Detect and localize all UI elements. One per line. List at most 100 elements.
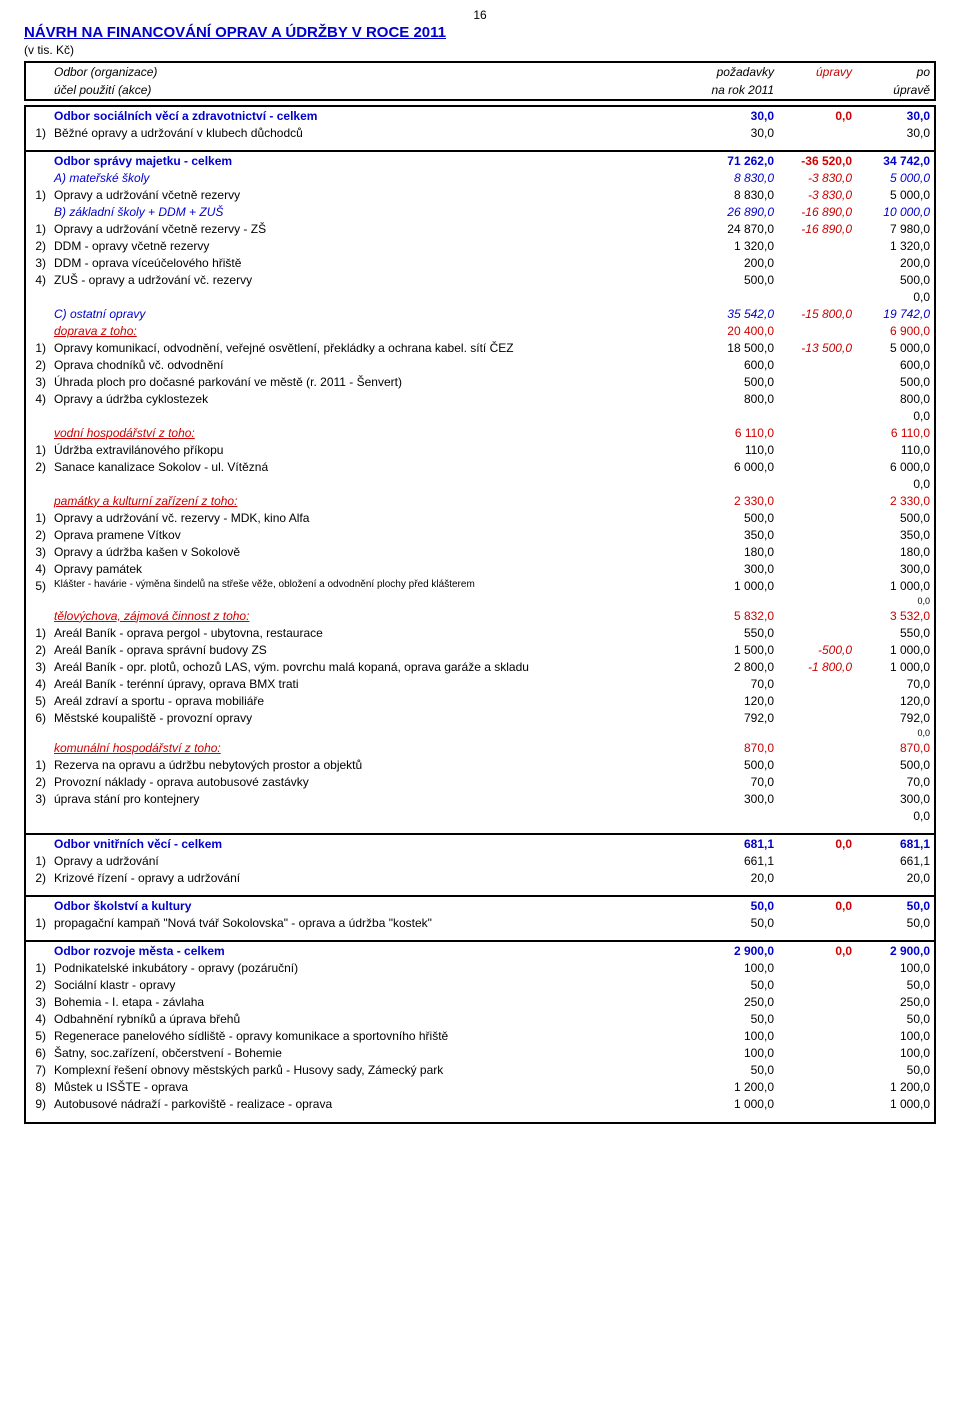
row-desc: Odbahnění rybníků a úprava břehů <box>50 1010 700 1027</box>
row-num: 2) <box>26 641 50 658</box>
row-num: 7) <box>26 1061 50 1078</box>
row-v3: 50,0 <box>856 1010 934 1027</box>
hdr-left2: účel použití (akce) <box>50 81 700 99</box>
body-box: Odbor sociálních věcí a zdravotnictví - … <box>24 105 936 1124</box>
trailing-zero: 0,0 <box>856 475 934 492</box>
row-v3: 5 000,0 <box>856 339 934 356</box>
row-v2 <box>778 441 856 458</box>
row-desc: Úhrada ploch pro dočasné parkování ve mě… <box>50 373 700 390</box>
row-v2 <box>778 124 856 141</box>
row-num: 1) <box>26 124 50 141</box>
row-v2 <box>778 914 856 931</box>
group-v3: 19 742,0 <box>856 305 934 322</box>
row-num: 1) <box>26 756 50 773</box>
trailing-zero: 0,0 <box>856 407 934 424</box>
row-v1: 800,0 <box>700 390 778 407</box>
row-v3: 1 200,0 <box>856 1078 934 1095</box>
group-v2: -16 890,0 <box>778 203 856 220</box>
trailing-zero: 0,0 <box>856 594 934 607</box>
row-v3: 300,0 <box>856 560 934 577</box>
sub-v3: 6 900,0 <box>856 322 934 339</box>
row-v2: -1 800,0 <box>778 658 856 675</box>
hdr-c1b: na rok 2011 <box>700 81 778 99</box>
row-num: 2) <box>26 237 50 254</box>
row-v1: 100,0 <box>700 1027 778 1044</box>
sub-label: vodní hospodářství z toho: <box>50 424 700 441</box>
group-v1: 35 542,0 <box>700 305 778 322</box>
row-v3: 500,0 <box>856 509 934 526</box>
trailing-zero: 0,0 <box>856 807 934 824</box>
row-desc: Můstek u ISŠTE - oprava <box>50 1078 700 1095</box>
row-desc: Opravy a udržování včetně rezervy <box>50 186 700 203</box>
row-num: 2) <box>26 458 50 475</box>
section-v3: 34 742,0 <box>856 151 934 169</box>
sub-v2 <box>778 322 856 339</box>
row-v2 <box>778 852 856 869</box>
row-v1: 550,0 <box>700 624 778 641</box>
row-desc: Areál Baník - oprava pergol - ubytovna, … <box>50 624 700 641</box>
row-num: 5) <box>26 577 50 594</box>
row-v3: 300,0 <box>856 790 934 807</box>
group-v2: -3 830,0 <box>778 169 856 186</box>
sub-v1: 870,0 <box>700 739 778 756</box>
row-v1: 500,0 <box>700 373 778 390</box>
row-num: 3) <box>26 658 50 675</box>
row-v1: 30,0 <box>700 124 778 141</box>
row-v2 <box>778 976 856 993</box>
row-v1: 500,0 <box>700 271 778 288</box>
row-v2 <box>778 271 856 288</box>
sub-v2 <box>778 739 856 756</box>
row-v3: 200,0 <box>856 254 934 271</box>
row-num: 2) <box>26 773 50 790</box>
section-v1: 30,0 <box>700 107 778 124</box>
row-v1: 50,0 <box>700 1061 778 1078</box>
row-num: 1) <box>26 852 50 869</box>
row-desc: Areál Baník - oprava správní budovy ZS <box>50 641 700 658</box>
section-v1: 50,0 <box>700 896 778 914</box>
row-v2 <box>778 543 856 560</box>
row-num: 2) <box>26 526 50 543</box>
row-v3: 500,0 <box>856 271 934 288</box>
sub-v3: 6 110,0 <box>856 424 934 441</box>
row-v2 <box>778 458 856 475</box>
row-desc: Opravy památek <box>50 560 700 577</box>
row-desc: Klášter - havárie - výměna šindelů na st… <box>50 577 700 594</box>
row-v1: 120,0 <box>700 692 778 709</box>
group-label: A) mateřské školy <box>50 169 700 186</box>
row-v3: 661,1 <box>856 852 934 869</box>
row-v2 <box>778 959 856 976</box>
section-v1: 681,1 <box>700 834 778 852</box>
page-number: 16 <box>24 8 936 22</box>
row-num: 4) <box>26 560 50 577</box>
section-v2: -36 520,0 <box>778 151 856 169</box>
hdr-c3b: úpravě <box>856 81 934 99</box>
row-v2 <box>778 1061 856 1078</box>
row-num: 2) <box>26 869 50 886</box>
row-num: 1) <box>26 220 50 237</box>
row-v3: 100,0 <box>856 1027 934 1044</box>
row-v2 <box>778 356 856 373</box>
row-v3: 50,0 <box>856 1061 934 1078</box>
row-desc: Běžné opravy a udržování v klubech důcho… <box>50 124 700 141</box>
row-num: 8) <box>26 1078 50 1095</box>
row-num: 1) <box>26 339 50 356</box>
row-v1: 1 000,0 <box>700 1095 778 1112</box>
section-v3: 681,1 <box>856 834 934 852</box>
row-v2 <box>778 560 856 577</box>
group-v3: 10 000,0 <box>856 203 934 220</box>
row-v1: 8 830,0 <box>700 186 778 203</box>
row-desc: Autobusové nádraží - parkoviště - realiz… <box>50 1095 700 1112</box>
row-v2 <box>778 1027 856 1044</box>
row-num: 3) <box>26 254 50 271</box>
row-v3: 100,0 <box>856 1044 934 1061</box>
row-v2 <box>778 373 856 390</box>
row-v3: 110,0 <box>856 441 934 458</box>
row-v2 <box>778 1044 856 1061</box>
row-v1: 300,0 <box>700 560 778 577</box>
row-v1: 180,0 <box>700 543 778 560</box>
row-v1: 300,0 <box>700 790 778 807</box>
row-v3: 350,0 <box>856 526 934 543</box>
row-desc: Opravy komunikací, odvodnění, veřejné os… <box>50 339 700 356</box>
row-v3: 70,0 <box>856 675 934 692</box>
trailing-zero: 0,0 <box>856 726 934 739</box>
